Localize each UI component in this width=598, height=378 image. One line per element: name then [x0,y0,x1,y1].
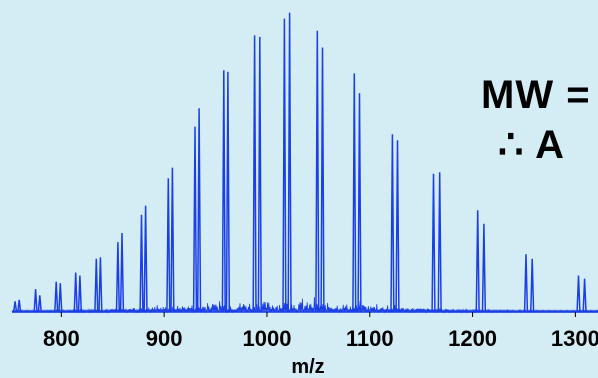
peak-1017 [282,18,287,313]
peak-1127 [395,140,400,313]
peak-1168 [437,172,442,313]
peak-1252 [523,254,529,313]
peak-799 [58,283,63,313]
x-axis-title: m/z [291,356,324,378]
peak-834 [94,258,99,313]
peak-908 [170,167,175,313]
x-tick-label-1000: 1000 [242,326,291,351]
peak-993 [257,36,262,313]
peak-775 [33,289,38,313]
peak-1085 [352,73,357,313]
peak-958 [221,70,226,313]
peak-838 [98,257,103,313]
peak-1054 [320,47,325,313]
peak-1090 [357,93,362,313]
peak-1303 [576,275,581,313]
peak-1022 [287,12,292,313]
peak-855 [115,242,121,313]
peak-759 [17,299,22,313]
peak-904 [166,178,171,313]
peak-795 [54,281,59,313]
peak-882 [143,205,148,313]
x-tick-label-800: 800 [43,326,80,351]
x-tick-label-900: 900 [146,326,183,351]
peak-1205 [475,210,480,313]
peak-988 [252,35,257,313]
x-tick-label-1300: 1300 [551,326,598,351]
x-axis-ticks: 800 900 1000 1100 1200 1300 [43,312,598,351]
peak-930 [192,126,198,313]
peak-878 [139,214,144,313]
peak-859 [119,232,125,313]
mw-annotation: MW = [481,73,591,117]
x-tick-label-1100: 1100 [346,326,394,351]
peak-814 [73,272,78,313]
peak-1049 [315,30,320,313]
peak-1309 [582,278,587,313]
peak-1162 [431,173,436,313]
peak-1211 [481,223,487,313]
therefore-annotation: ∴ A [498,123,565,167]
peak-755 [12,301,18,313]
peak-934 [196,108,202,313]
peak-1258 [530,258,535,313]
peak-818 [77,275,83,313]
peak-779 [37,295,42,313]
peak-1122 [390,134,395,313]
peak-series [12,12,587,313]
peak-962 [225,71,231,313]
x-tick-label-1200: 1200 [448,326,497,351]
